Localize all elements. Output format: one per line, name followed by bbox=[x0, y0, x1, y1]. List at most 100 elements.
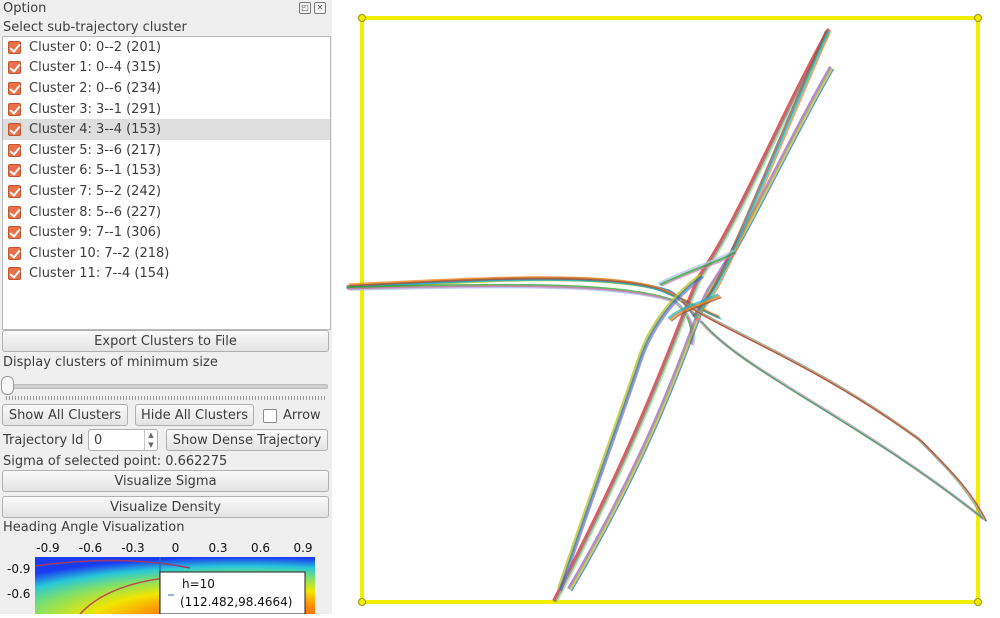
cluster-checkbox[interactable] bbox=[8, 246, 21, 260]
cluster-list-item[interactable]: Cluster 6: 5--1 (153) bbox=[3, 161, 330, 182]
cluster-list[interactable]: Cluster 0: 0--2 (201) Cluster 1: 0--4 (31… bbox=[2, 36, 331, 330]
cluster-list-item[interactable]: Cluster 5: 3--6 (217) bbox=[3, 140, 330, 161]
heatmap-x-tick: 0.6 bbox=[251, 541, 270, 555]
trajectory-path bbox=[667, 293, 720, 320]
cluster-list-item[interactable]: Cluster 3: 3--1 (291) bbox=[3, 99, 330, 120]
tooltip-line1: h=10 bbox=[182, 577, 215, 591]
arrow-checkbox[interactable]: Arrow bbox=[263, 408, 321, 423]
frame-corner-handle bbox=[974, 14, 982, 22]
cluster-list-item[interactable]: Cluster 0: 0--2 (201) bbox=[3, 37, 330, 58]
cluster-label: Cluster 7: 5--2 (242) bbox=[29, 183, 162, 199]
heatmap-x-tick: 0 bbox=[172, 541, 180, 555]
heading-angle-label: Heading Angle Visualization bbox=[3, 520, 185, 535]
trajectory-path bbox=[695, 32, 831, 320]
trajectory-path bbox=[349, 287, 696, 347]
cluster-label: Cluster 0: 0--2 (201) bbox=[29, 39, 162, 55]
trajectory-path bbox=[699, 319, 986, 521]
cluster-label: Cluster 10: 7--2 (218) bbox=[29, 245, 170, 261]
trajectory-path bbox=[661, 252, 737, 287]
trajectory-path bbox=[669, 294, 721, 321]
heatmap-y-tick: -0.9 bbox=[7, 562, 30, 576]
trajectory-path bbox=[554, 29, 831, 603]
trajectory-path bbox=[351, 279, 722, 320]
frame-corner-handle bbox=[974, 598, 982, 606]
hide-all-clusters-button[interactable]: Hide All Clusters bbox=[135, 404, 254, 426]
arrow-label: Arrow bbox=[283, 408, 321, 423]
cluster-checkbox[interactable] bbox=[8, 143, 21, 157]
trajectory-id-spinbox[interactable]: 0 ▲ ▼ bbox=[88, 429, 158, 451]
trajectory-path bbox=[560, 276, 704, 592]
heading-angle-heatmap[interactable]: -0.9 -0.6 -0.3 0 0.3 0.6 0.9 -0.9 -0.6 h=10 (11… bbox=[0, 536, 332, 614]
cluster-checkbox[interactable] bbox=[8, 205, 21, 219]
visualize-density-button[interactable]: Visualize Density bbox=[2, 496, 329, 518]
cluster-label: Cluster 5: 3--6 (217) bbox=[29, 142, 162, 158]
trajectory-path bbox=[567, 66, 832, 590]
cluster-list-item[interactable]: Cluster 7: 5--2 (242) bbox=[3, 181, 330, 202]
cluster-list-item[interactable]: Cluster 4: 3--4 (153) bbox=[3, 119, 330, 140]
cluster-checkbox[interactable] bbox=[8, 184, 21, 198]
option-panel: Option ◰ ✕ Select sub-trajectory cluster… bbox=[0, 0, 332, 614]
heatmap-x-ticks: -0.9 -0.6 -0.3 0 0.3 0.6 0.9 bbox=[36, 541, 312, 555]
cluster-checkbox[interactable] bbox=[8, 226, 21, 240]
heatmap-x-tick: 0.9 bbox=[293, 541, 312, 555]
trajectory-path bbox=[569, 67, 833, 591]
trajectory-path bbox=[557, 273, 702, 590]
canvas-frame bbox=[358, 14, 982, 606]
trajectory-path bbox=[552, 28, 830, 602]
cluster-list-item[interactable]: Cluster 10: 7--2 (218) bbox=[3, 243, 330, 264]
min-size-slider-handle[interactable] bbox=[1, 376, 14, 395]
trajectory-path bbox=[558, 275, 703, 591]
cluster-checkbox[interactable] bbox=[8, 40, 21, 54]
show-dense-trajectory-button[interactable]: Show Dense Trajectory bbox=[166, 429, 328, 451]
cluster-checkbox[interactable] bbox=[8, 164, 21, 178]
heatmap-y-ticks: -0.9 -0.6 bbox=[7, 562, 30, 601]
heatmap-x-tick: 0.3 bbox=[208, 541, 227, 555]
min-size-label: Display clusters of minimum size bbox=[3, 355, 218, 370]
min-size-slider-track[interactable] bbox=[6, 384, 328, 389]
cluster-label: Cluster 11: 7--4 (154) bbox=[29, 266, 170, 282]
trajectory-clusters bbox=[346, 28, 988, 604]
cluster-checkbox[interactable] bbox=[8, 267, 21, 281]
arrow-checkbox-box[interactable] bbox=[263, 408, 277, 423]
cluster-list-item[interactable]: Cluster 11: 7--4 (154) bbox=[3, 264, 330, 285]
cluster-list-item[interactable]: Cluster 2: 0--6 (234) bbox=[3, 78, 330, 99]
close-icon[interactable]: ✕ bbox=[314, 2, 326, 14]
trajectory-path bbox=[681, 300, 988, 522]
cluster-label: Cluster 2: 0--6 (234) bbox=[29, 80, 162, 96]
trajectory-path bbox=[671, 296, 722, 322]
trajectory-id-label: Trajectory Id bbox=[3, 433, 84, 448]
float-icon[interactable]: ◰ bbox=[299, 2, 311, 14]
cluster-label: Cluster 3: 3--1 (291) bbox=[29, 101, 162, 117]
trajectory-path bbox=[347, 285, 695, 346]
spinbox-arrows-icon[interactable]: ▲ ▼ bbox=[144, 430, 157, 450]
cluster-checkbox[interactable] bbox=[8, 81, 21, 95]
trajectory-canvas[interactable] bbox=[340, 0, 1000, 614]
cluster-list-item[interactable]: Cluster 1: 0--4 (315) bbox=[3, 58, 330, 79]
heatmap-tooltip bbox=[159, 571, 306, 614]
select-cluster-label: Select sub-trajectory cluster bbox=[3, 20, 187, 35]
trajectory-path bbox=[659, 251, 736, 286]
trajectory-id-value: 0 bbox=[94, 433, 103, 448]
heatmap-x-tick: -0.6 bbox=[79, 541, 102, 555]
panel-titlebar: Option ◰ ✕ bbox=[0, 0, 332, 18]
cluster-label: Cluster 6: 5--1 (153) bbox=[29, 163, 162, 179]
tooltip-line2: (112.482,98.4664) bbox=[180, 595, 292, 609]
slider-ticks bbox=[6, 396, 326, 400]
cluster-checkbox[interactable] bbox=[8, 102, 21, 116]
cluster-label: Cluster 4: 3--4 (153) bbox=[29, 122, 162, 138]
export-clusters-button[interactable]: Export Clusters to File bbox=[2, 330, 329, 352]
cluster-list-item[interactable]: Cluster 8: 5--6 (227) bbox=[3, 202, 330, 223]
cluster-checkbox[interactable] bbox=[8, 123, 21, 137]
heatmap-y-tick: -0.6 bbox=[7, 587, 30, 601]
frame-corner-handle bbox=[358, 14, 366, 22]
frame-corner-handle bbox=[358, 598, 366, 606]
visualize-sigma-button[interactable]: Visualize Sigma bbox=[2, 470, 329, 492]
heatmap-x-tick: -0.9 bbox=[36, 541, 59, 555]
trajectory-path bbox=[700, 320, 987, 522]
show-all-clusters-button[interactable]: Show All Clusters bbox=[2, 404, 128, 426]
cluster-checkbox[interactable] bbox=[8, 61, 21, 75]
panel-title: Option bbox=[3, 1, 47, 16]
heatmap-x-tick: -0.3 bbox=[121, 541, 144, 555]
cluster-list-item[interactable]: Cluster 9: 7--1 (306) bbox=[3, 222, 330, 243]
cluster-label: Cluster 8: 5--6 (227) bbox=[29, 204, 162, 220]
